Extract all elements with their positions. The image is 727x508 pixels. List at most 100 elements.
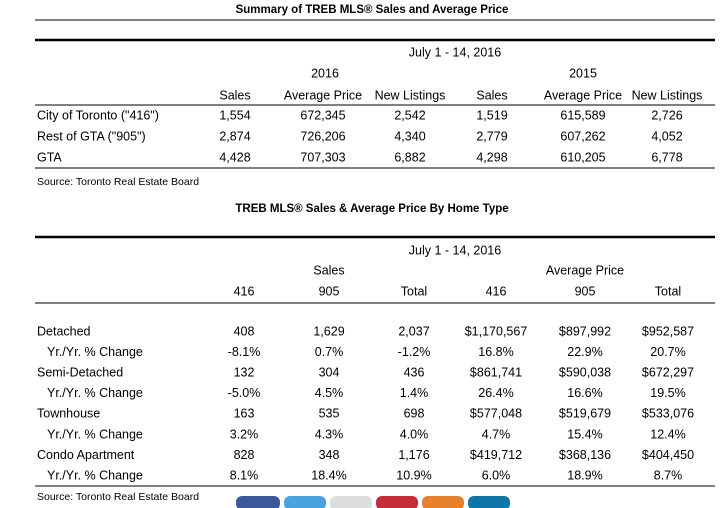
column-header: 416 bbox=[234, 284, 255, 298]
cell: 12.4% bbox=[650, 427, 685, 441]
row-label: Yr./Yr. % Change bbox=[47, 427, 143, 441]
cell: 2,542 bbox=[394, 108, 425, 122]
cell: 6,778 bbox=[651, 150, 682, 164]
column-header: Sales bbox=[219, 88, 250, 102]
cell: $519,679 bbox=[559, 407, 611, 421]
column-header: 905 bbox=[319, 284, 340, 298]
cell: $404,450 bbox=[642, 448, 694, 462]
cell: 615,589 bbox=[560, 108, 605, 122]
row-label: Detached bbox=[37, 324, 91, 338]
cell: 1,554 bbox=[219, 108, 250, 122]
cell: 2,726 bbox=[651, 108, 682, 122]
cell: 828 bbox=[234, 448, 255, 462]
cell: 10.9% bbox=[396, 468, 431, 482]
group-header: Average Price bbox=[546, 263, 624, 277]
cell: $419,712 bbox=[470, 448, 522, 462]
cell: 304 bbox=[319, 365, 340, 379]
cell: $897,992 bbox=[559, 324, 611, 338]
cell: 6,882 bbox=[394, 150, 425, 164]
cell: 1,629 bbox=[313, 324, 344, 338]
icon[interactable] bbox=[236, 496, 280, 508]
cell: 8.7% bbox=[654, 468, 683, 482]
cell: -8.1% bbox=[228, 345, 261, 359]
cell: 16.6% bbox=[567, 386, 602, 400]
row-label: Yr./Yr. % Change bbox=[47, 468, 143, 482]
cell: 16.8% bbox=[478, 345, 513, 359]
cell: 4.7% bbox=[482, 427, 511, 441]
row-label: Rest of GTA ("905") bbox=[37, 129, 146, 143]
cell: 436 bbox=[404, 365, 425, 379]
summary-title: Summary of TREB MLS® Sales and Average P… bbox=[236, 4, 509, 16]
cell: 610,205 bbox=[560, 150, 605, 164]
icon[interactable] bbox=[468, 496, 510, 508]
cell: 408 bbox=[234, 324, 255, 338]
column-header: Total bbox=[655, 284, 681, 298]
cell: $1,170,567 bbox=[465, 324, 528, 338]
cell: 22.9% bbox=[567, 345, 602, 359]
cell: 707,303 bbox=[300, 150, 345, 164]
cell: 3.2% bbox=[230, 427, 259, 441]
cell: 4,340 bbox=[394, 129, 425, 143]
row-label: GTA bbox=[37, 150, 62, 164]
cell: 4,428 bbox=[219, 150, 250, 164]
cell: $533,076 bbox=[642, 407, 694, 421]
cell: $672,297 bbox=[642, 365, 694, 379]
cell: 4.5% bbox=[315, 386, 344, 400]
cell: 1.4% bbox=[400, 386, 429, 400]
icon[interactable] bbox=[422, 496, 464, 508]
column-header: Average Price bbox=[284, 88, 362, 102]
cell: 18.4% bbox=[311, 468, 346, 482]
column-header: 416 bbox=[486, 284, 507, 298]
row-label: Yr./Yr. % Change bbox=[47, 345, 143, 359]
cell: 19.5% bbox=[650, 386, 685, 400]
cell: 26.4% bbox=[478, 386, 513, 400]
column-header: Total bbox=[401, 284, 427, 298]
icon[interactable] bbox=[376, 496, 418, 508]
cell: 4,298 bbox=[476, 150, 507, 164]
cell: 4.0% bbox=[400, 427, 429, 441]
cell: 1,176 bbox=[398, 448, 429, 462]
cell: -1.2% bbox=[398, 345, 431, 359]
cell: 0.7% bbox=[315, 345, 344, 359]
column-header: New Listings bbox=[375, 88, 446, 102]
source: Source: Toronto Real Estate Board bbox=[37, 176, 199, 188]
icon[interactable] bbox=[330, 496, 372, 508]
cell: -5.0% bbox=[228, 386, 261, 400]
row-label: Townhouse bbox=[37, 407, 100, 421]
cell: 2,874 bbox=[219, 129, 250, 143]
social-icons bbox=[236, 496, 510, 508]
cell: 15.4% bbox=[567, 427, 602, 441]
cell: 2,779 bbox=[476, 129, 507, 143]
cell: 348 bbox=[319, 448, 340, 462]
cell: 4,052 bbox=[651, 129, 682, 143]
row-label: City of Toronto ("416") bbox=[37, 108, 159, 122]
cell: 6.0% bbox=[482, 468, 511, 482]
column-header: Sales bbox=[476, 88, 507, 102]
icon[interactable] bbox=[284, 496, 326, 508]
cell: 2,037 bbox=[398, 324, 429, 338]
cell: $590,038 bbox=[559, 365, 611, 379]
cell: $952,587 bbox=[642, 324, 694, 338]
group-header: Sales bbox=[313, 263, 344, 277]
row-label: Yr./Yr. % Change bbox=[47, 386, 143, 400]
cell: $577,048 bbox=[470, 407, 522, 421]
cell: 8.1% bbox=[230, 468, 259, 482]
year: 2016 bbox=[311, 66, 339, 80]
cell: $368,136 bbox=[559, 448, 611, 462]
column-header: Average Price bbox=[544, 88, 622, 102]
row-label: Semi-Detached bbox=[37, 365, 123, 379]
column-header: New Listings bbox=[632, 88, 703, 102]
cell: 1,519 bbox=[476, 108, 507, 122]
by-type-title: TREB MLS® Sales & Average Price By Home … bbox=[235, 203, 508, 215]
cell: $861,741 bbox=[470, 365, 522, 379]
column-header: 905 bbox=[575, 284, 596, 298]
cell: 20.7% bbox=[650, 345, 685, 359]
cell: 535 bbox=[319, 407, 340, 421]
cell: 132 bbox=[234, 365, 255, 379]
cell: 698 bbox=[404, 407, 425, 421]
cell: 4.3% bbox=[315, 427, 344, 441]
cell: 18.9% bbox=[567, 468, 602, 482]
period: July 1 - 14, 2016 bbox=[409, 45, 501, 59]
cell: 163 bbox=[234, 407, 255, 421]
